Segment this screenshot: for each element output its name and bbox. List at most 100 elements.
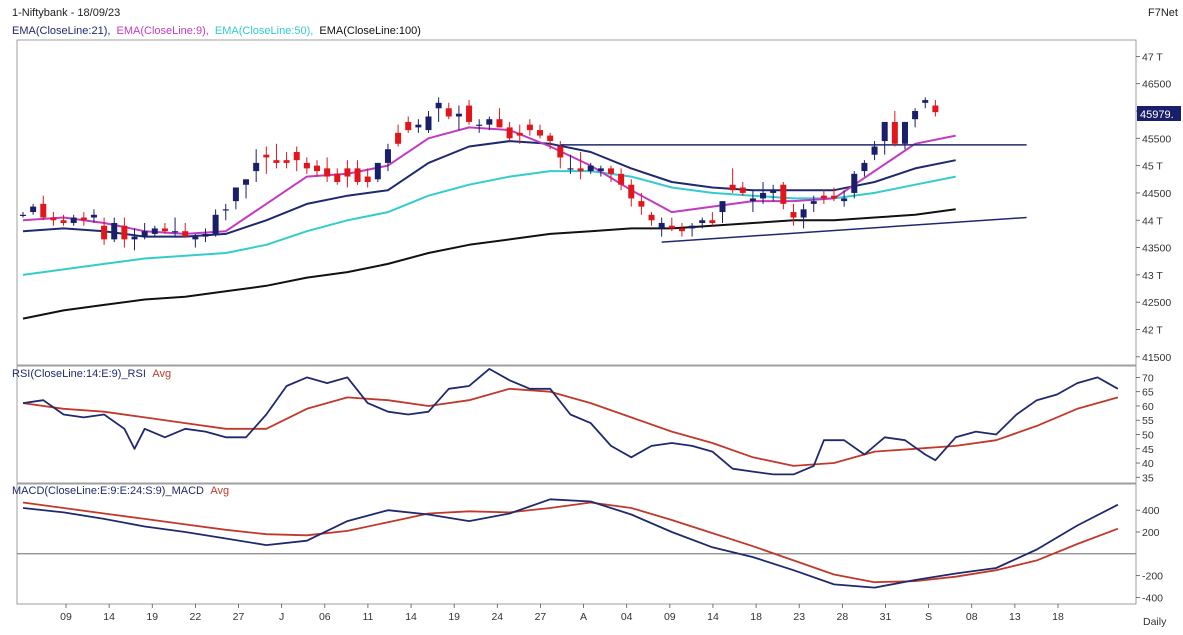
candle [678, 222, 685, 237]
candle [121, 217, 128, 248]
candle-body [476, 124, 483, 126]
candle-body [212, 214, 219, 234]
candle-body [192, 236, 199, 240]
candle-body [293, 151, 300, 161]
candle [476, 119, 483, 133]
x-tick-label: S [925, 611, 932, 623]
candle [263, 146, 270, 174]
candle-body [709, 220, 716, 223]
candle [283, 151, 290, 169]
candle [891, 111, 898, 147]
candle-body [313, 165, 320, 172]
candle-body [172, 231, 179, 233]
x-tick-label: 14 [707, 611, 719, 623]
rsi-tick-label: 50 [1142, 429, 1154, 441]
macd-line [22, 498, 1119, 589]
price-tick-label: 45500 [1142, 133, 1171, 145]
candle-body [303, 162, 310, 169]
candle [161, 222, 168, 234]
macd-avg-label: Avg [210, 485, 229, 497]
candle [881, 121, 888, 155]
x-tick-label: 13 [1009, 611, 1021, 623]
rsi-pane [22, 368, 1119, 476]
candle-body [780, 184, 787, 204]
candle-body [618, 173, 625, 185]
x-tick-label: 19 [146, 611, 158, 623]
candle [232, 187, 239, 210]
candle-body [486, 119, 493, 125]
candle [628, 179, 635, 207]
candle [30, 203, 37, 215]
candle-body [435, 102, 442, 109]
candle-body [151, 228, 158, 234]
candle [243, 179, 250, 199]
candle-body [901, 121, 908, 144]
candle [760, 182, 767, 204]
candle [689, 222, 696, 237]
price-tick-label: 43500 [1142, 243, 1171, 255]
candle-body [739, 187, 746, 193]
candle-body [121, 225, 128, 240]
candle [202, 228, 209, 243]
candle [496, 108, 503, 128]
candle [770, 184, 777, 202]
brand-label: F7Net [1148, 7, 1178, 19]
legend-ema9: EMA(CloseLine:9), [117, 25, 209, 37]
candle-body [820, 195, 827, 199]
pane-frame-rsi [16, 365, 1137, 484]
x-tick-label: 28 [837, 611, 849, 623]
candle [80, 212, 87, 226]
candle-body [283, 160, 290, 163]
candle [506, 121, 513, 142]
candle-body [182, 231, 189, 237]
candle-body [80, 217, 87, 221]
candle-body [354, 168, 361, 183]
candle [557, 141, 564, 169]
price-tick-label: 46500 [1142, 79, 1171, 91]
candle-body [30, 206, 37, 213]
candle-body [831, 195, 838, 199]
candle [40, 195, 47, 221]
candle [374, 162, 381, 183]
candle [547, 132, 554, 150]
macd-tick-label: -400 [1142, 592, 1163, 604]
ema50-line [22, 170, 956, 276]
candle-body [425, 116, 432, 131]
candle [212, 209, 219, 237]
rsi-title: RSI(CloseLine:14:E:9)_RSI [12, 368, 146, 380]
candle [668, 217, 675, 232]
candle [526, 119, 533, 136]
macd-tick-label: -200 [1142, 571, 1163, 583]
candle [364, 168, 371, 188]
candle [841, 190, 848, 207]
candle-body [638, 201, 645, 207]
candle-body [141, 231, 148, 237]
candle [861, 160, 868, 177]
x-tick-label: J [279, 611, 284, 623]
candle-body [415, 124, 422, 128]
candle-body [841, 198, 848, 202]
candle [455, 105, 462, 131]
legend-ema21: EMA(CloseLine:21), [12, 25, 110, 37]
candle-body [729, 184, 736, 191]
candle-body [202, 233, 209, 237]
candle [313, 160, 320, 177]
candle-body [273, 160, 280, 163]
rsi-avg-label: Avg [152, 368, 171, 380]
candle [253, 149, 260, 183]
ema21-line [22, 140, 956, 238]
period-label: Daily [1143, 616, 1167, 628]
candle [141, 222, 148, 240]
candle [435, 97, 442, 122]
macd-tick-label: 200 [1142, 527, 1160, 539]
candle [699, 217, 706, 229]
candle-body [648, 214, 655, 221]
candle [800, 203, 807, 229]
macd-pane [17, 498, 1136, 589]
candle [922, 97, 929, 109]
x-tick-label: 04 [621, 611, 633, 623]
candle-body [395, 132, 402, 144]
candle-body [678, 228, 685, 232]
candle-body [881, 121, 888, 142]
